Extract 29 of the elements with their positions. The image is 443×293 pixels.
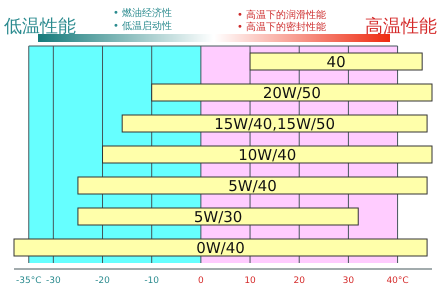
bar: [77, 208, 359, 226]
x-tick-label: -20: [95, 276, 110, 286]
x-tick-label: 40°C: [386, 276, 409, 286]
bar: [250, 52, 423, 70]
y-tick-label: 5W/40: [228, 177, 277, 195]
text: 高温性能: [365, 16, 437, 37]
x-tick-label: 20: [293, 276, 306, 286]
text: • 低温启动性: [113, 20, 172, 32]
x-tick-label: 10: [244, 276, 256, 286]
x-tick-label: 0: [198, 276, 204, 286]
text: 低温性能: [4, 16, 76, 37]
bar: [102, 146, 432, 164]
x-tick-label: -35°C: [16, 276, 42, 286]
x-tick-label: 30: [342, 276, 354, 286]
y-tick-label: 20W/50: [262, 84, 321, 102]
text: • 高温下的润滑性能: [237, 9, 326, 21]
y-tick-label: 40: [326, 53, 346, 71]
y-tick-label: 10W/40: [238, 146, 296, 164]
text: • 燃油经济性: [113, 7, 172, 19]
text: • 高温下的密封性能: [237, 21, 326, 33]
bar: [151, 84, 432, 102]
y-tick-label: 15W/40,15W/50: [214, 115, 336, 133]
bar: [122, 114, 428, 132]
bar: [77, 176, 428, 194]
x-tick-label: -10: [144, 276, 160, 286]
y-tick-label: 0W/40: [196, 239, 245, 257]
y-tick-label: 5W/30: [194, 208, 242, 226]
x-tick-label: -30: [46, 276, 61, 286]
bar: [14, 238, 428, 256]
